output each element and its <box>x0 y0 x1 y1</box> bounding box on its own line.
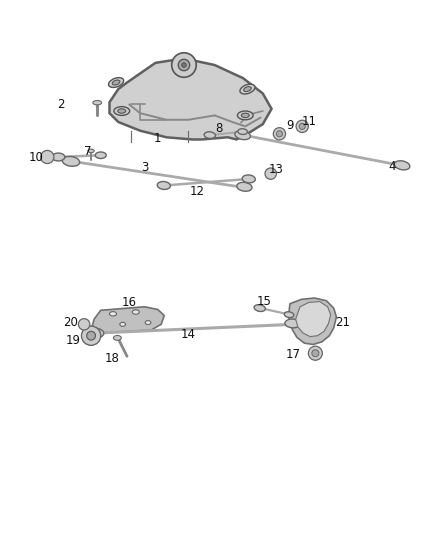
Circle shape <box>276 131 283 137</box>
Ellipse shape <box>235 131 251 140</box>
Circle shape <box>172 53 196 77</box>
Polygon shape <box>92 307 164 333</box>
Text: 15: 15 <box>256 295 271 308</box>
Circle shape <box>299 123 305 130</box>
Ellipse shape <box>284 312 294 318</box>
Circle shape <box>78 319 90 330</box>
Polygon shape <box>296 302 331 336</box>
Text: 20: 20 <box>63 316 78 329</box>
Circle shape <box>273 128 286 140</box>
Circle shape <box>312 350 319 357</box>
Ellipse shape <box>240 84 255 94</box>
Text: 8: 8 <box>215 122 223 135</box>
Text: 4: 4 <box>388 160 396 173</box>
Ellipse shape <box>88 149 94 152</box>
Ellipse shape <box>244 87 251 92</box>
Text: 3: 3 <box>141 161 148 174</box>
Ellipse shape <box>238 129 247 134</box>
Text: 18: 18 <box>104 352 119 365</box>
Ellipse shape <box>110 312 117 316</box>
Ellipse shape <box>204 132 215 139</box>
Ellipse shape <box>95 152 106 158</box>
Ellipse shape <box>132 310 139 314</box>
Circle shape <box>81 326 101 345</box>
Text: 13: 13 <box>268 163 283 176</box>
Ellipse shape <box>157 182 170 189</box>
Circle shape <box>308 346 322 360</box>
Ellipse shape <box>62 157 80 166</box>
Ellipse shape <box>237 111 253 120</box>
Ellipse shape <box>285 319 300 328</box>
Text: 16: 16 <box>122 296 137 309</box>
Text: 12: 12 <box>190 184 205 198</box>
Text: 17: 17 <box>286 348 301 361</box>
Text: 9: 9 <box>286 119 294 132</box>
Ellipse shape <box>93 101 102 105</box>
Circle shape <box>296 120 308 133</box>
Ellipse shape <box>145 320 151 325</box>
Ellipse shape <box>114 107 130 115</box>
Ellipse shape <box>254 305 265 311</box>
Ellipse shape <box>120 322 125 326</box>
Text: 19: 19 <box>66 335 81 348</box>
Polygon shape <box>289 298 336 344</box>
Text: 10: 10 <box>28 151 43 164</box>
Circle shape <box>265 168 276 179</box>
Ellipse shape <box>242 175 255 183</box>
Polygon shape <box>110 59 272 140</box>
Ellipse shape <box>87 328 104 338</box>
Ellipse shape <box>112 80 120 85</box>
Circle shape <box>87 332 95 340</box>
Text: 2: 2 <box>57 98 65 111</box>
Ellipse shape <box>241 113 249 118</box>
Circle shape <box>41 150 54 164</box>
Circle shape <box>178 59 190 71</box>
Text: 7: 7 <box>84 146 92 158</box>
Ellipse shape <box>237 182 252 191</box>
Circle shape <box>182 63 186 67</box>
Ellipse shape <box>118 109 126 113</box>
Text: 11: 11 <box>301 115 316 127</box>
Text: 1: 1 <box>154 132 162 144</box>
Ellipse shape <box>52 153 65 161</box>
Ellipse shape <box>113 335 121 340</box>
Ellipse shape <box>109 78 124 87</box>
Text: 14: 14 <box>181 328 196 341</box>
Ellipse shape <box>394 161 410 170</box>
Text: 21: 21 <box>335 316 350 329</box>
